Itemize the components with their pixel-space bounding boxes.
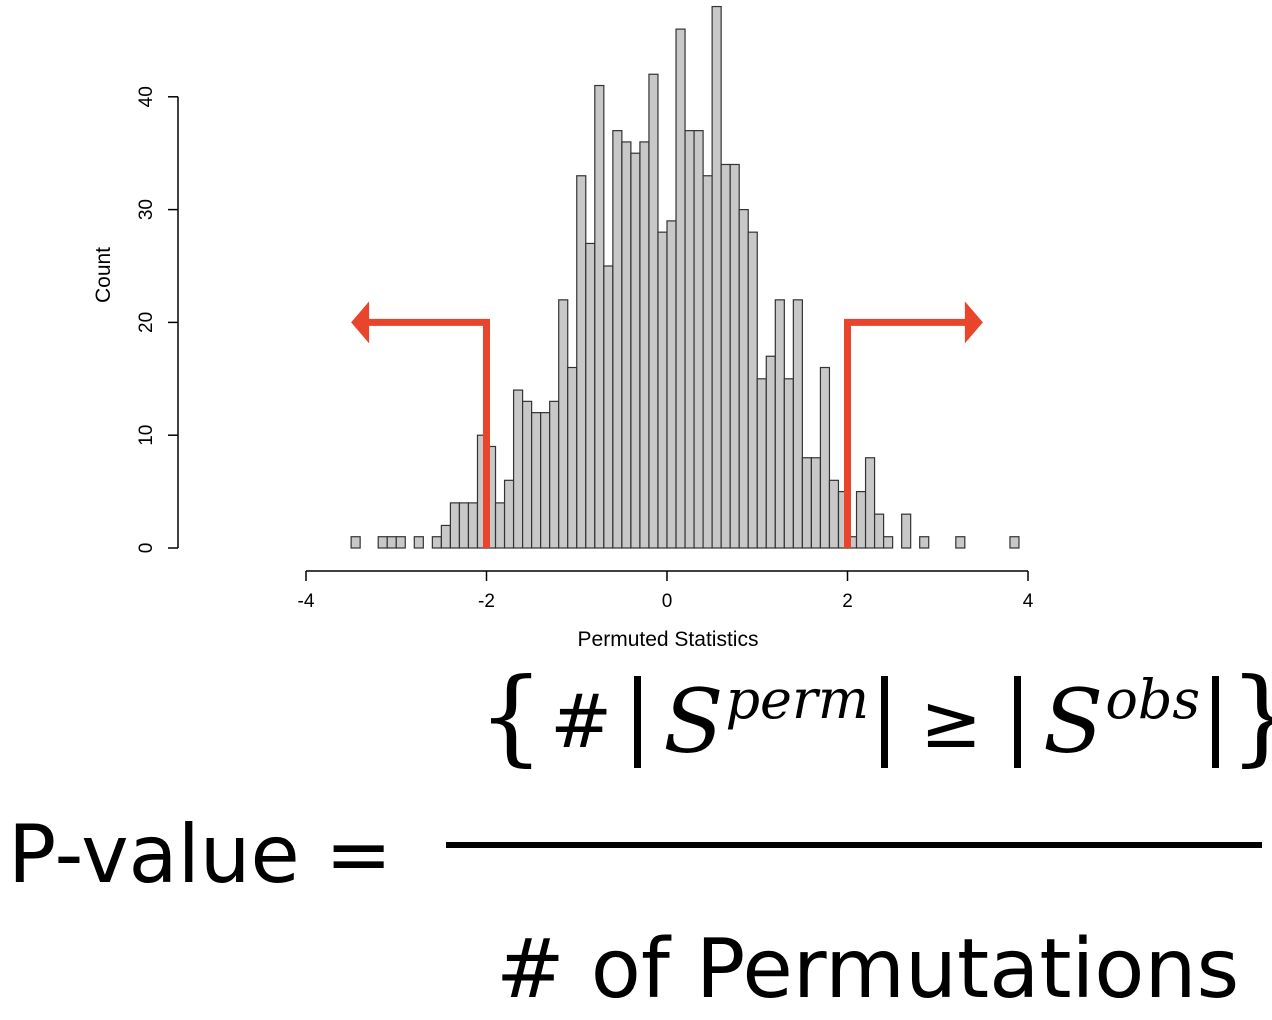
histogram-bar: [657, 231, 668, 549]
arrow-head-left-icon: [351, 301, 370, 344]
threshold-line-left: [367, 318, 490, 548]
x-tick-label: 4: [1023, 591, 1034, 612]
histogram-bar: [864, 457, 876, 549]
histogram-bar: [810, 457, 822, 549]
histogram-bar: [531, 412, 542, 549]
histogram-bar: [521, 400, 533, 549]
formula-denominator: # of Permutations: [496, 922, 1240, 1017]
histogram-bar: [747, 231, 758, 549]
histogram-bar: [955, 536, 966, 549]
fraction-line: [446, 842, 1262, 848]
x-tick-label: 0: [662, 591, 673, 612]
histogram-bars: [350, 5, 1020, 549]
obs-superscript: obs: [1105, 668, 1201, 731]
abs-bar-left-2: [1014, 676, 1022, 768]
x-axis-title: Permuted Statistics: [578, 628, 759, 651]
histogram-bar: [350, 536, 361, 549]
histogram-bar: [855, 491, 867, 549]
histogram-bar: [711, 5, 722, 549]
histogram-bar: [828, 479, 840, 549]
histogram-bar: [585, 242, 596, 549]
histogram-bar: [783, 378, 794, 549]
histogram-bar: [919, 536, 930, 549]
histogram-bar: [467, 502, 479, 549]
histogram-bar: [774, 299, 785, 549]
formula-numerator: { # S perm ≥ S obs }: [478, 662, 1272, 782]
histogram-bar: [413, 536, 424, 549]
histogram-bar: [603, 265, 614, 549]
histogram-bar: [765, 355, 776, 549]
x-tick-label: -2: [478, 591, 495, 612]
histogram-bar: [494, 502, 506, 549]
histogram-bar: [729, 163, 740, 549]
arrow-head-right-icon: [964, 301, 983, 344]
histogram-bar: [648, 73, 659, 549]
y-tick-label: 40: [136, 86, 157, 107]
abs-bar-right-2: [1212, 676, 1220, 768]
histogram-bar: [549, 400, 560, 549]
s-perm-symbol: S: [663, 670, 724, 773]
histogram-bar: [756, 378, 767, 549]
histogram-bar: [386, 536, 397, 549]
histogram-bar: [440, 524, 451, 549]
histogram-bar: [558, 299, 569, 549]
y-tick-label: 20: [136, 312, 157, 333]
histogram-chart: 0 10 20 30 40 -4 -2 0 2 4 Permuted Statistics Co…: [92, 5, 1034, 651]
perm-superscript: perm: [725, 668, 870, 731]
histogram-bar: [630, 152, 641, 549]
y-tick-label: 0: [136, 543, 157, 554]
histogram-bar: [639, 141, 650, 549]
hash-symbol: #: [550, 679, 613, 765]
histogram-bar: [684, 130, 695, 549]
histogram-bar: [666, 220, 677, 549]
histogram-bar: [576, 175, 587, 549]
histogram-bar: [594, 84, 605, 549]
x-tick-label: 2: [842, 591, 853, 612]
histogram-bar: [675, 28, 686, 549]
histogram-bar: [540, 412, 551, 549]
y-tick-label: 30: [136, 199, 157, 220]
histogram-bar: [431, 536, 442, 549]
open-brace: {: [478, 655, 545, 777]
s-obs-symbol: S: [1043, 670, 1104, 773]
histogram-bar: [720, 163, 731, 549]
x-axis: -4 -2 0 2 4: [298, 570, 1034, 612]
threshold-line-right: [844, 318, 967, 548]
geq-symbol: ≥: [920, 679, 983, 765]
histogram-bar: [395, 536, 406, 549]
close-brace: }: [1229, 664, 1272, 768]
histogram-bar: [801, 457, 812, 549]
histogram-bar: [377, 536, 388, 549]
histogram-bar: [621, 141, 632, 549]
y-tick-label: 10: [136, 425, 157, 446]
y-axis: 0 10 20 30 40: [136, 86, 179, 554]
histogram-bar: [901, 513, 912, 549]
histogram-bar: [567, 366, 578, 549]
histogram-bar: [612, 130, 623, 549]
histogram-bar: [503, 479, 515, 549]
histogram-bar: [873, 513, 885, 549]
histogram-bar: [819, 366, 831, 549]
histogram-bar: [693, 130, 704, 549]
histogram-bar: [458, 502, 470, 549]
abs-bar-right-1: [881, 676, 889, 768]
histogram-bar: [738, 209, 749, 549]
histogram-bar: [792, 299, 803, 549]
histogram-bar: [449, 502, 461, 549]
p-value-label: P-value =: [8, 808, 393, 901]
y-axis-title: Count: [92, 247, 115, 303]
x-tick-label: -4: [298, 591, 315, 612]
histogram-bar: [512, 389, 524, 549]
histogram-bar: [702, 175, 713, 549]
threshold-annotations: [351, 301, 983, 548]
histogram-bar: [1009, 536, 1020, 549]
abs-bar-left-1: [634, 676, 642, 768]
histogram-bar: [882, 536, 894, 549]
